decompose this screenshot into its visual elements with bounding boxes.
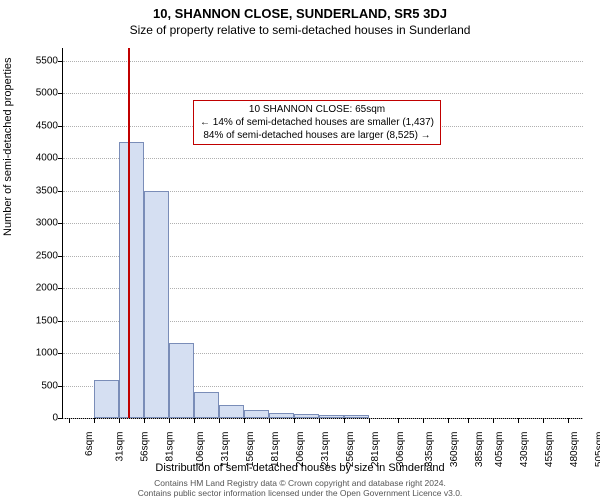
histogram-bar [194, 392, 219, 418]
histogram-bar [244, 410, 269, 418]
y-tick [58, 418, 63, 419]
y-tick-label: 3500 [22, 185, 58, 196]
histogram-bar [144, 191, 169, 418]
marker-line [128, 48, 130, 418]
y-tick [58, 353, 63, 354]
x-tick [369, 418, 370, 423]
footer: Contains HM Land Registry data © Crown c… [0, 478, 600, 498]
y-tick-label: 5000 [22, 88, 58, 99]
x-tick-label: 430sqm [519, 432, 530, 468]
x-tick-label: 385sqm [474, 432, 485, 468]
y-tick-label: 0 [22, 413, 58, 424]
y-tick [58, 61, 63, 62]
x-tick [448, 418, 449, 423]
y-tick-label: 2500 [22, 250, 58, 261]
grid-line [63, 61, 583, 62]
grid-line [63, 418, 583, 419]
y-tick-label: 4500 [22, 120, 58, 131]
x-tick-label: 455sqm [544, 432, 555, 468]
y-tick [58, 158, 63, 159]
x-tick [543, 418, 544, 423]
grid-line [63, 93, 583, 94]
x-tick [518, 418, 519, 423]
x-tick-label: 231sqm [320, 432, 331, 468]
histogram-bar [294, 414, 319, 418]
annotation-line: 84% of semi-detached houses are larger (… [200, 129, 434, 142]
x-tick-label: 505sqm [594, 432, 600, 468]
x-tick [398, 418, 399, 423]
x-tick-label: 31sqm [115, 432, 126, 462]
x-tick-label: 480sqm [569, 432, 580, 468]
footer-line: Contains HM Land Registry data © Crown c… [0, 478, 600, 488]
chart-container: 10, SHANNON CLOSE, SUNDERLAND, SR5 3DJ S… [0, 0, 600, 500]
x-tick [294, 418, 295, 423]
y-tick [58, 321, 63, 322]
x-tick-label: 181sqm [270, 432, 281, 468]
x-tick [119, 418, 120, 423]
x-tick [319, 418, 320, 423]
x-tick [69, 418, 70, 423]
x-tick [568, 418, 569, 423]
x-tick-label: 81sqm [165, 432, 176, 462]
x-tick-label: 405sqm [494, 432, 505, 468]
x-tick [423, 418, 424, 423]
x-tick-label: 156sqm [245, 432, 256, 468]
y-tick-label: 500 [22, 380, 58, 391]
y-tick-label: 2000 [22, 283, 58, 294]
x-tick-label: 106sqm [195, 432, 206, 468]
y-tick-label: 5500 [22, 55, 58, 66]
y-tick-label: 4000 [22, 153, 58, 164]
x-tick-label: 206sqm [295, 432, 306, 468]
y-axis-label: Number of semi-detached properties [2, 57, 14, 236]
y-tick [58, 256, 63, 257]
histogram-bar [344, 415, 369, 418]
plot-area: 10 SHANNON CLOSE: 65sqm ← 14% of semi-de… [62, 48, 583, 419]
x-tick [169, 418, 170, 423]
x-tick [219, 418, 220, 423]
x-tick-label: 306sqm [395, 432, 406, 468]
y-tick-label: 1000 [22, 348, 58, 359]
y-tick [58, 191, 63, 192]
y-tick-label: 3000 [22, 218, 58, 229]
annotation-box: 10 SHANNON CLOSE: 65sqm ← 14% of semi-de… [193, 100, 441, 145]
annotation-line: ← 14% of semi-detached houses are smalle… [200, 116, 434, 129]
x-tick [244, 418, 245, 423]
x-tick-label: 281sqm [370, 432, 381, 468]
histogram-bar [119, 142, 144, 418]
title-main: 10, SHANNON CLOSE, SUNDERLAND, SR5 3DJ [0, 0, 600, 21]
x-tick-label: 256sqm [345, 432, 356, 468]
y-tick-label: 1500 [22, 315, 58, 326]
y-tick [58, 386, 63, 387]
x-tick-label: 335sqm [424, 432, 435, 468]
x-tick-label: 56sqm [140, 432, 151, 462]
y-tick [58, 288, 63, 289]
x-tick-label: 360sqm [449, 432, 460, 468]
x-tick-label: 6sqm [84, 432, 95, 456]
histogram-bar [94, 380, 119, 418]
annotation-line: 10 SHANNON CLOSE: 65sqm [200, 103, 434, 116]
y-tick [58, 126, 63, 127]
x-tick [94, 418, 95, 423]
x-tick [493, 418, 494, 423]
x-tick-label: 131sqm [220, 432, 231, 468]
y-tick [58, 223, 63, 224]
footer-line: Contains public sector information licen… [0, 488, 600, 498]
histogram-bar [269, 413, 294, 418]
title-sub: Size of property relative to semi-detach… [0, 21, 600, 37]
x-tick [144, 418, 145, 423]
x-tick [468, 418, 469, 423]
y-tick [58, 93, 63, 94]
histogram-bar [219, 405, 244, 418]
x-tick [269, 418, 270, 423]
x-tick [194, 418, 195, 423]
histogram-bar [169, 343, 194, 418]
x-tick [344, 418, 345, 423]
histogram-bar [319, 415, 344, 418]
